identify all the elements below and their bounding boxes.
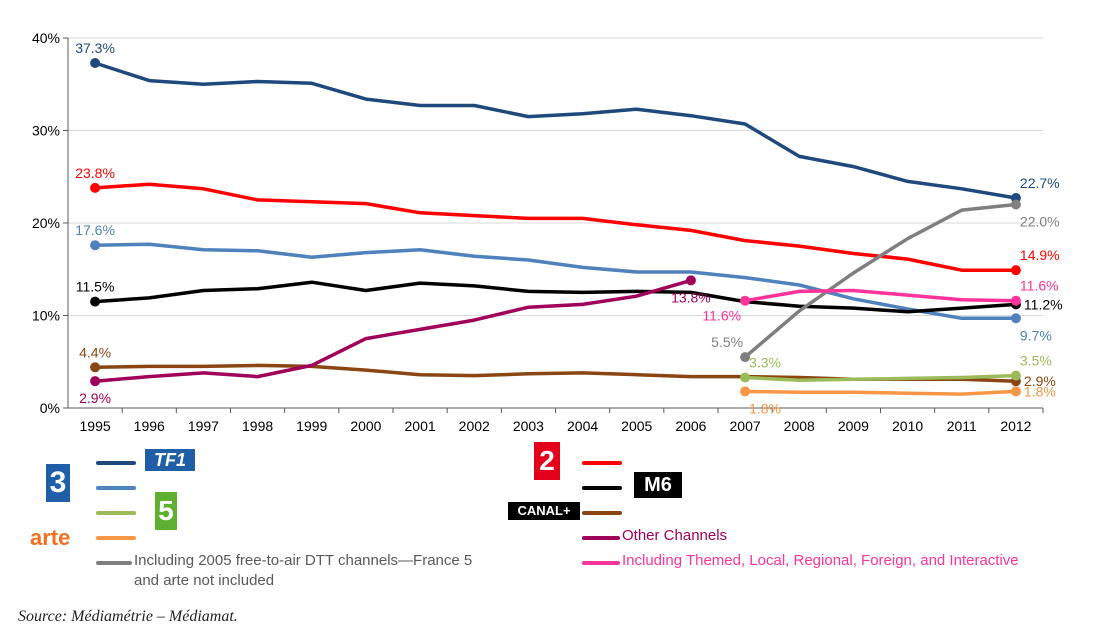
legend-line-france2	[582, 461, 622, 465]
x-tick-label: 1997	[188, 418, 219, 434]
series-line	[93, 182, 1018, 272]
data-point	[90, 376, 101, 387]
x-tick-label: 2009	[838, 418, 869, 434]
x-tick-label: 2005	[621, 418, 652, 434]
x-tick-label: 2011	[947, 418, 977, 434]
data-label: 2.9%	[79, 390, 111, 406]
data-label: 11.6%	[702, 308, 741, 324]
data-point	[90, 57, 101, 68]
france3-logo: 3	[46, 464, 70, 502]
data-label: 22.0%	[1020, 214, 1060, 230]
series-line	[93, 242, 1018, 321]
data-label: 1.8%	[749, 400, 781, 416]
legend-line-france5	[96, 511, 136, 515]
legend-line-m6	[582, 486, 622, 490]
data-point	[740, 352, 751, 363]
legend-line-themed	[582, 561, 620, 565]
data-label: 22.7%	[1020, 175, 1060, 191]
legend-line-france3	[96, 486, 136, 490]
legend-dtt-note: Including 2005 free-to-air DTT channels—…	[134, 552, 473, 589]
y-tick-label: 10%	[32, 308, 60, 324]
data-label: 11.5%	[76, 279, 115, 295]
series-line	[93, 280, 1018, 314]
x-tick-label: 2002	[459, 418, 490, 434]
legend-themed-note: Including Themed, Local, Regional, Forei…	[622, 552, 1019, 569]
data-point	[1010, 295, 1021, 306]
data-point	[90, 240, 101, 251]
data-label: 3.3%	[749, 354, 781, 370]
data-label: 17.6%	[75, 222, 115, 238]
x-tick-label: 1999	[296, 418, 327, 434]
source-note: Source: Médiamétrie – Médiamat.	[18, 608, 238, 625]
data-label: 9.7%	[1020, 327, 1052, 343]
data-label: 13.8%	[671, 289, 711, 305]
data-label: 5.5%	[711, 334, 743, 350]
data-point	[1010, 199, 1021, 210]
x-tick-label: 2010	[892, 418, 923, 434]
line-chart: 0% 10% 20% 30% 40% 1995 1996 1997 1998 1999 2000 20…	[32, 30, 1063, 434]
data-label: 11.2%	[1024, 296, 1063, 312]
x-tick-label: 2001	[405, 418, 436, 434]
data-point	[90, 362, 101, 373]
m6-logo: M6	[634, 472, 682, 498]
data-point	[740, 295, 751, 306]
x-tick-label: 1998	[242, 418, 273, 434]
arte-logo: arte	[30, 525, 71, 550]
series-line	[743, 288, 1018, 303]
legend-line-other	[582, 536, 620, 540]
canalplus-logo: CANAL+	[508, 502, 580, 520]
x-tick-label: 2007	[730, 418, 761, 434]
y-tick-label: 40%	[32, 30, 60, 46]
data-point	[90, 296, 101, 307]
data-label: 2.9%	[1024, 373, 1056, 389]
data-point	[740, 372, 751, 383]
data-label: 11.6%	[1020, 278, 1059, 294]
y-tick-label: 30%	[32, 123, 60, 139]
y-tick-label: 0%	[40, 400, 60, 416]
legend-line-dtt	[96, 561, 132, 565]
x-tick-label: 2004	[567, 418, 598, 434]
data-label: 23.8%	[75, 165, 115, 181]
data-label: 3.5%	[1020, 353, 1052, 369]
x-tick-label: 2000	[350, 418, 381, 434]
data-point	[1010, 386, 1021, 397]
x-tick-label: 2003	[513, 418, 544, 434]
series-line	[743, 389, 1018, 396]
x-tick-label: 2008	[784, 418, 815, 434]
data-label: 37.3%	[75, 40, 115, 56]
y-tick-label: 20%	[32, 215, 60, 231]
tf1-logo: TF1	[145, 449, 195, 471]
data-point	[90, 182, 101, 193]
data-label: 4.4%	[79, 344, 111, 360]
x-tick-label: 2006	[675, 418, 706, 434]
legend-line-tf1	[96, 461, 136, 465]
data-point	[685, 275, 696, 286]
legend-line-canalplus	[582, 511, 622, 515]
x-tick-label: 1995	[80, 418, 111, 434]
x-tick-label: 2012	[1000, 418, 1031, 434]
x-tick-label: 1996	[134, 418, 165, 434]
france2-logo: 2	[534, 442, 560, 480]
series-line	[743, 202, 1018, 359]
legend-line-arte	[96, 536, 136, 540]
data-label: 1.8%	[1024, 383, 1056, 399]
series-line	[743, 373, 1018, 383]
legend-other-channels: Other Channels	[622, 527, 728, 544]
data-point	[740, 386, 751, 397]
data-label: 14.9%	[1020, 247, 1060, 263]
series-line	[93, 278, 693, 383]
series-line	[93, 61, 1018, 200]
data-point	[1010, 313, 1021, 324]
france5-logo: 5	[155, 492, 177, 530]
data-point	[1010, 370, 1021, 381]
data-point	[1010, 265, 1021, 276]
